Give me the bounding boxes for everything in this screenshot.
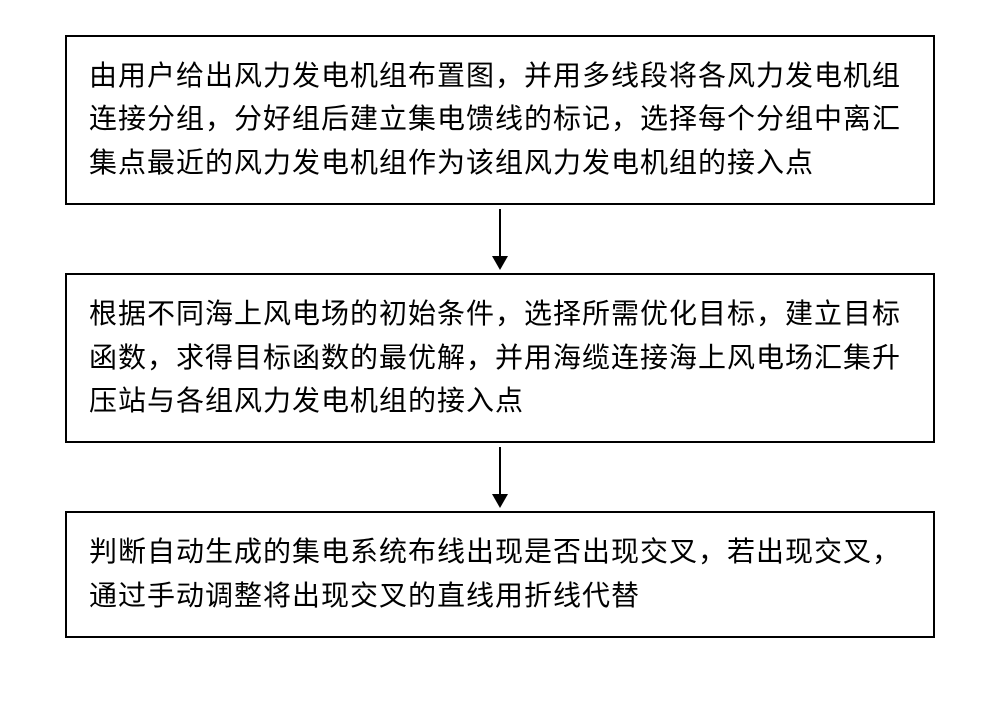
arrow-line-icon <box>499 209 501 257</box>
arrow-down-icon <box>492 256 508 270</box>
flowchart-step-3: 判断自动生成的集电系统布线出现是否出现交叉，若出现交叉，通过手动调整将出现交叉的… <box>65 511 935 638</box>
arrow-down-icon <box>492 494 508 508</box>
step-1-text: 由用户给出风力发电机组布置图，并用多线段将各风力发电机组连接分组，分好组后建立集… <box>89 55 911 185</box>
arrow-1 <box>492 205 508 273</box>
flowchart-step-2: 根据不同海上风电场的初始条件，选择所需优化目标，建立目标函数，求得目标函数的最优… <box>65 273 935 443</box>
step-2-text: 根据不同海上风电场的初始条件，选择所需优化目标，建立目标函数，求得目标函数的最优… <box>89 293 911 423</box>
arrow-2 <box>492 443 508 511</box>
arrow-line-icon <box>499 447 501 495</box>
step-3-text: 判断自动生成的集电系统布线出现是否出现交叉，若出现交叉，通过手动调整将出现交叉的… <box>89 531 911 618</box>
flowchart-step-1: 由用户给出风力发电机组布置图，并用多线段将各风力发电机组连接分组，分好组后建立集… <box>65 35 935 205</box>
